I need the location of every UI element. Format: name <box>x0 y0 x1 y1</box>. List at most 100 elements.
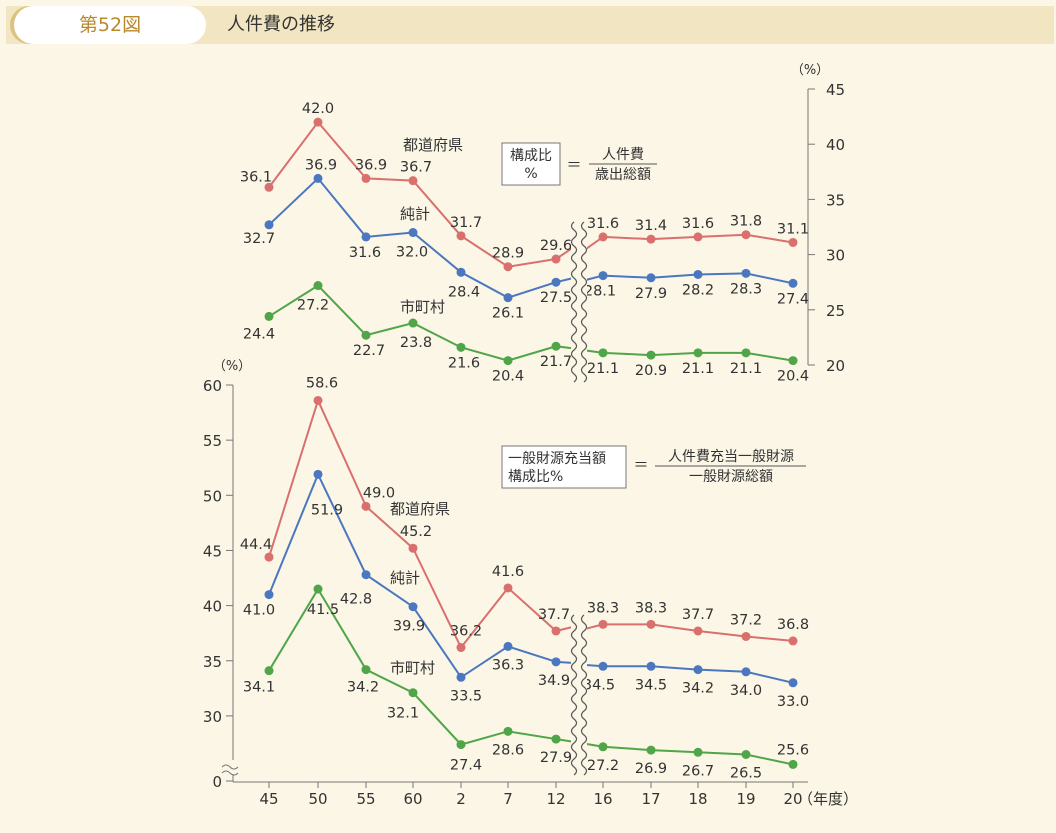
bottom-data-label: 34.9 <box>538 673 570 689</box>
top-formula-numerator: 人件費 <box>602 147 644 163</box>
bottom-data-point <box>503 726 513 736</box>
top-series-name: 市町村 <box>400 298 445 316</box>
top-data-label: 21.1 <box>682 361 714 377</box>
top-data-point <box>408 228 418 238</box>
bottom-data-point <box>741 667 751 677</box>
bottom-data-label: 51.9 <box>311 502 343 518</box>
top-data-label: 31.6 <box>682 216 714 232</box>
top-data-point <box>646 234 656 244</box>
top-data-label: 26.1 <box>492 306 524 322</box>
top-data-point <box>741 268 751 278</box>
bottom-data-label: 34.2 <box>682 681 714 697</box>
top-data-label: 32.7 <box>243 231 275 247</box>
bottom-data-point <box>788 636 798 646</box>
bottom-data-point <box>264 590 274 600</box>
top-data-label: 31.1 <box>777 221 809 237</box>
bottom-data-point <box>646 661 656 671</box>
top-data-point <box>361 330 371 340</box>
top-data-label: 31.7 <box>450 215 482 231</box>
bottom-x-tick-label: 7 <box>503 790 513 808</box>
top-y-tick-label: 25 <box>826 302 845 320</box>
top-data-label: 27.4 <box>777 291 809 307</box>
bottom-data-point <box>361 570 371 580</box>
top-data-point <box>408 176 418 186</box>
bottom-data-point <box>313 469 323 479</box>
top-break-right <box>580 221 588 383</box>
top-data-point <box>361 173 371 183</box>
bottom-data-label: 34.5 <box>583 677 615 693</box>
top-data-point <box>693 348 703 358</box>
top-data-label: 20.9 <box>635 363 667 379</box>
bottom-data-label: 37.2 <box>730 612 762 628</box>
bottom-data-label: 42.8 <box>340 592 372 608</box>
bottom-data-label: 26.7 <box>682 763 714 779</box>
bottom-data-label: 58.6 <box>306 375 338 391</box>
bottom-data-label: 38.3 <box>587 600 619 616</box>
bottom-data-label: 33.5 <box>450 688 482 704</box>
top-data-label: 36.7 <box>400 160 432 176</box>
top-series-name: 純計 <box>400 205 430 223</box>
bottom-data-label: 39.9 <box>393 619 425 635</box>
bottom-data-point <box>646 619 656 629</box>
bottom-data-point <box>693 626 703 636</box>
bottom-data-label: 37.7 <box>538 607 570 623</box>
bottom-data-label: 36.8 <box>777 617 809 633</box>
top-data-point <box>456 267 466 277</box>
bottom-x-tick-label: 60 <box>403 790 422 808</box>
top-data-point <box>551 254 561 264</box>
bottom-formula-lhs-1: 一般財源充当額 <box>508 451 606 467</box>
bottom-data-point <box>646 745 656 755</box>
top-data-label: 21.7 <box>540 354 572 370</box>
top-data-label: 22.7 <box>353 343 385 359</box>
bottom-y-tick-label: 0 <box>212 773 222 791</box>
bottom-data-label: 26.9 <box>635 761 667 777</box>
top-data-point <box>693 232 703 242</box>
top-data-point <box>598 271 608 281</box>
top-data-label: 23.8 <box>400 335 432 351</box>
bottom-data-point <box>503 641 513 651</box>
bottom-data-point <box>693 747 703 757</box>
bottom-data-point <box>693 665 703 675</box>
bottom-y-tick-label: 30 <box>203 708 222 726</box>
top-data-point <box>264 220 274 230</box>
top-data-point <box>503 262 513 272</box>
bottom-data-label: 26.5 <box>730 766 762 782</box>
top-data-label: 29.6 <box>540 238 572 254</box>
bottom-data-label: 36.3 <box>492 657 524 673</box>
bottom-data-point <box>361 501 371 511</box>
bottom-data-label: 41.6 <box>492 564 524 580</box>
bottom-series-name: 都道府県 <box>390 500 450 518</box>
bottom-x-tick-label: 18 <box>688 790 707 808</box>
top-data-label: 28.4 <box>448 284 480 300</box>
bottom-x-tick-label: 2 <box>456 790 466 808</box>
top-data-label: 27.9 <box>635 286 667 302</box>
top-data-point <box>313 281 323 291</box>
top-data-point <box>264 182 274 192</box>
top-data-point <box>503 293 513 303</box>
top-formula-box <box>501 142 561 186</box>
top-formula-equals: ＝ <box>566 156 581 174</box>
bottom-data-point <box>456 672 466 682</box>
top-data-label: 28.3 <box>730 281 762 297</box>
bottom-y-tick-label: 60 <box>203 377 222 395</box>
bottom-data-label: 36.2 <box>450 624 482 640</box>
bottom-data-point <box>361 665 371 675</box>
top-formula-lhs-2: % <box>524 166 537 182</box>
top-y-unit: （%） <box>791 63 829 78</box>
bottom-data-point <box>456 740 466 750</box>
bottom-data-point <box>551 626 561 636</box>
bottom-data-label: 44.4 <box>240 537 272 553</box>
bottom-x-tick-label: 12 <box>546 790 565 808</box>
top-data-point <box>551 341 561 351</box>
bottom-formula-lhs-2: 構成比% <box>508 469 563 485</box>
bottom-data-label: 41.0 <box>243 603 275 619</box>
top-data-point <box>788 356 798 366</box>
bottom-x-tick-label: 45 <box>259 790 278 808</box>
bottom-data-label: 34.0 <box>730 683 762 699</box>
top-data-label: 21.6 <box>448 355 480 371</box>
bottom-formula-denominator: 一般財源総額 <box>689 469 773 485</box>
top-series-name: 都道府県 <box>403 136 463 154</box>
bottom-y-tick-label: 55 <box>203 432 222 450</box>
bottom-data-point <box>264 552 274 562</box>
